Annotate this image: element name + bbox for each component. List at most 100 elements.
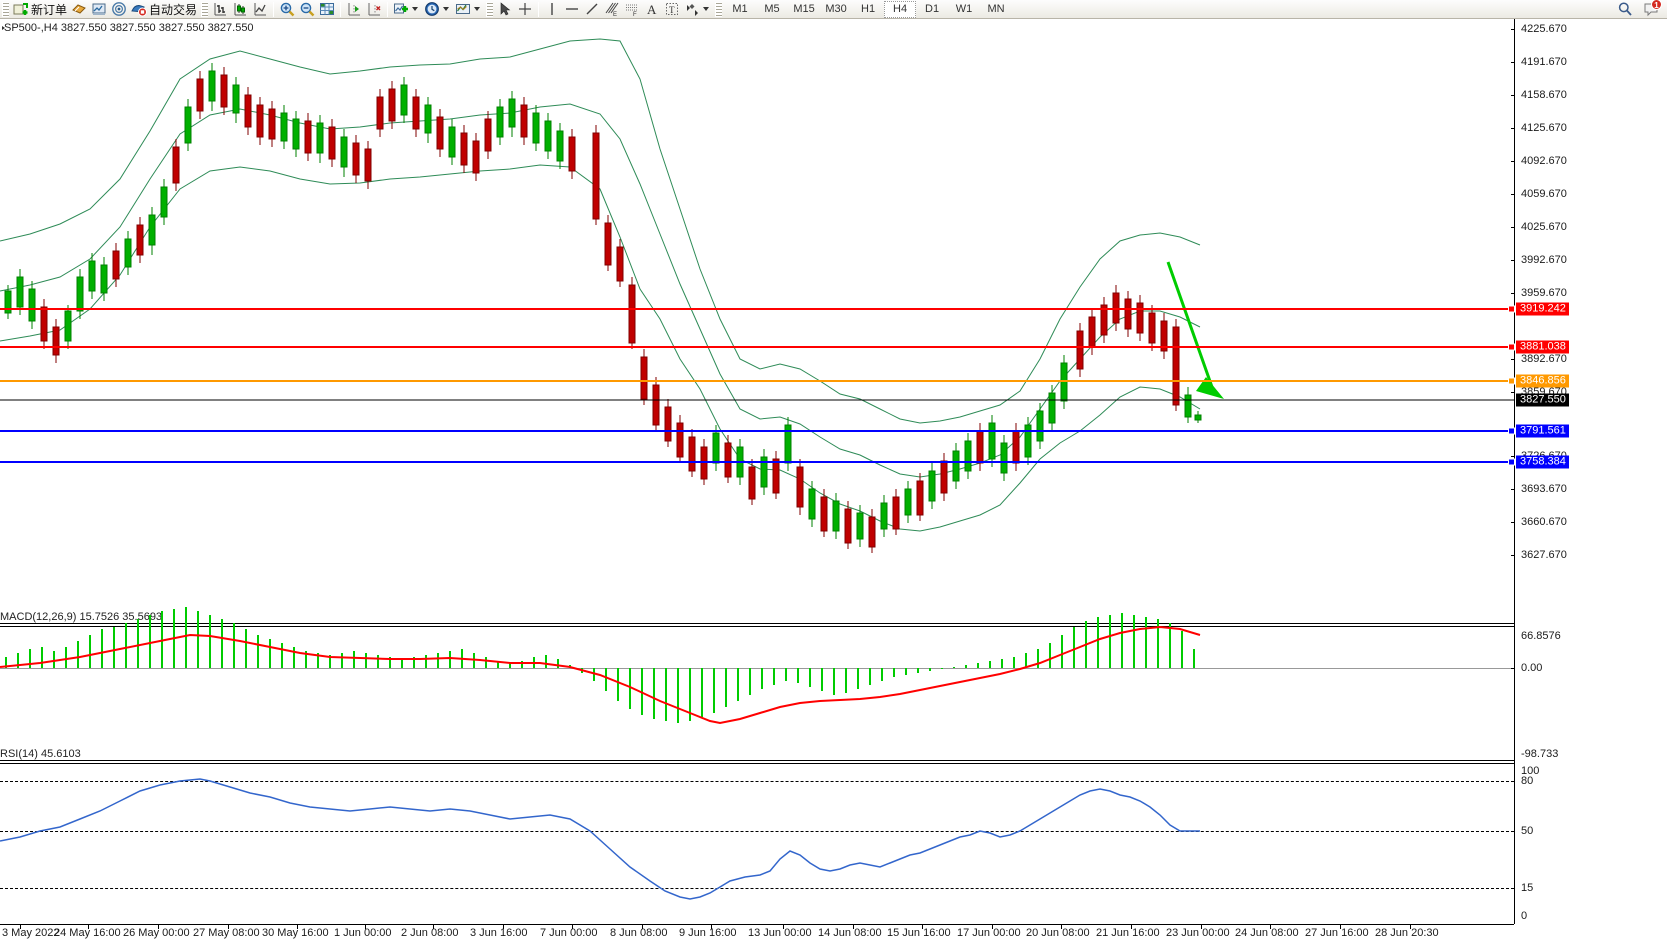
time-tick-17: 23 Jun 00:00 [1166, 927, 1230, 939]
text-box-icon: T [666, 3, 679, 15]
new-order-icon [13, 3, 28, 15]
price-label-current-value: 3827.550 [1520, 393, 1566, 406]
trendline-icon [586, 3, 598, 15]
price-label-current[interactable]: 3827.550 [1516, 393, 1569, 407]
main-toolbar: 新订单 [0, 0, 1667, 19]
templates-chevron-down-icon[interactable] [474, 7, 481, 11]
timeframe-m30[interactable]: M30 [825, 3, 847, 15]
price-label-support-1[interactable]: 3791.561 [1508, 424, 1569, 438]
auto-scroll-button[interactable] [364, 1, 384, 18]
timeframe-m1[interactable]: M1 [732, 3, 748, 15]
fibonacci-icon: E [605, 2, 619, 17]
svg-text:T: T [669, 5, 675, 15]
time-tick-20: 28 Jun 20:30 [1375, 927, 1439, 939]
price-tick-16: 3627.670 [1521, 549, 1567, 561]
price-tick-3: 4125.670 [1521, 122, 1567, 134]
chart-shift-button[interactable] [344, 1, 364, 18]
toolbar-grip-2[interactable] [201, 1, 209, 17]
crosshair-button[interactable] [515, 1, 535, 18]
toolbar-grip-3[interactable] [486, 1, 494, 17]
down-arrow-annotation [1166, 261, 1224, 399]
text-label-button[interactable]: A [642, 1, 662, 18]
equidistant-channel-icon: F [626, 4, 638, 17]
price-label-support-2-value: 3758.384 [1520, 455, 1566, 468]
timeframe-h1[interactable]: H1 [861, 3, 876, 15]
price-tick-7: 3992.670 [1521, 254, 1567, 266]
toolbar-grip[interactable] [2, 1, 9, 17]
toolbar-grip-4[interactable] [715, 1, 723, 17]
time-tick-11: 13 Jun 00:00 [748, 927, 812, 939]
trendline-button[interactable] [582, 1, 602, 18]
rsi-tick-100: 100 [1521, 765, 1540, 777]
zoom-in-button[interactable] [277, 1, 297, 18]
time-tick-4: 30 May 16:00 [262, 927, 329, 939]
new-order-button[interactable]: 新订单 [11, 1, 69, 18]
cursor-button[interactable] [495, 1, 515, 18]
new-order-label: 新订单 [31, 2, 68, 17]
price-label-pivot[interactable]: 3846.856 [1508, 374, 1569, 388]
time-tick-9: 8 Jun 08:00 [610, 927, 668, 939]
terminal-button[interactable] [89, 1, 109, 18]
price-tick-0: 4225.670 [1521, 23, 1567, 35]
price-tick-6: 4025.670 [1521, 221, 1567, 233]
chart-area[interactable]: SP500-,H4 3827.550 3827.550 3827.550 382… [0, 19, 1667, 943]
line-chart-button[interactable] [250, 1, 270, 18]
text-box-button[interactable]: T [662, 1, 682, 18]
timeframe-d1[interactable]: D1 [925, 3, 940, 15]
svg-text:E: E [613, 12, 617, 17]
time-tick-0: 3 May 2022 [2, 927, 60, 939]
rsi-level-50-line [0, 831, 1514, 832]
search-button[interactable] [1615, 1, 1635, 18]
horizontal-line-button[interactable] [562, 1, 582, 18]
autotrading-button[interactable]: 自动交易 [129, 1, 199, 18]
shapes-chevron-down-icon[interactable] [703, 7, 710, 11]
period-button[interactable] [422, 1, 442, 18]
zoom-out-icon [300, 2, 315, 17]
vertical-line-button[interactable] [542, 1, 562, 18]
rsi-level-15-line [0, 888, 1514, 889]
timeframe-w1[interactable]: W1 [955, 3, 973, 15]
autotrading-label: 自动交易 [149, 2, 198, 17]
time-axis[interactable]: 3 May 2022 24 May 16:00 26 May 00:00 27 … [0, 924, 1514, 943]
indicators-chevron-down-icon[interactable] [412, 7, 419, 11]
text-label-icon: A [647, 2, 657, 17]
chart-expand-icon[interactable] [0, 19, 8, 30]
equidistant-channel-button[interactable]: F [622, 1, 642, 18]
pane-separator-main-macd-2 [0, 626, 1514, 627]
rsi-tick-15: 15 [1521, 882, 1534, 894]
bar-chart-button[interactable] [210, 1, 230, 18]
signals-button[interactable] [109, 1, 129, 18]
search-icon [1618, 2, 1632, 16]
price-tick-5: 4059.670 [1521, 188, 1567, 200]
time-tick-13: 15 Jun 16:00 [887, 927, 951, 939]
price-label-resistance-1[interactable]: 3919.242 [1508, 302, 1569, 316]
shapes-button[interactable] [682, 1, 702, 18]
pane-separator-macd-rsi [0, 760, 1514, 761]
notifications-button[interactable]: 1 [1641, 0, 1662, 18]
grid-button[interactable] [317, 1, 337, 18]
timeframe-m15[interactable]: M15 [793, 3, 815, 15]
toolbar-right-group: 1 [1615, 0, 1667, 18]
toolbar-separator-3 [387, 1, 389, 17]
timeframe-mn[interactable]: MN [987, 3, 1005, 15]
price-label-resistance-2[interactable]: 3881.038 [1508, 340, 1569, 354]
indicators-button[interactable] [391, 1, 411, 18]
candlestick-chart-button[interactable] [230, 1, 250, 18]
timeframe-m5[interactable]: M5 [764, 3, 780, 15]
expert-advisors-button[interactable] [69, 1, 89, 18]
price-label-support-2[interactable]: 3758.384 [1508, 455, 1569, 469]
period-chevron-down-icon[interactable] [443, 7, 450, 11]
time-tick-7: 3 Jun 16:00 [470, 927, 528, 939]
macd-tick-zero: 0.00 [1521, 662, 1543, 674]
chart-symbol-header: SP500-,H4 3827.550 3827.550 3827.550 382… [4, 22, 254, 34]
price-label-resistance-1-value: 3919.242 [1520, 302, 1566, 315]
zoom-out-button[interactable] [297, 1, 317, 18]
time-tick-6: 2 Jun 08:00 [401, 927, 459, 939]
price-tick-4: 4092.670 [1521, 155, 1567, 167]
timeframe-h4[interactable]: H4 [884, 0, 917, 18]
fibonacci-button[interactable]: E [602, 1, 622, 18]
price-axis-line [1514, 19, 1515, 924]
time-tick-12: 14 Jun 08:00 [818, 927, 882, 939]
templates-button[interactable] [453, 1, 473, 18]
auto-scroll-icon [368, 3, 381, 16]
